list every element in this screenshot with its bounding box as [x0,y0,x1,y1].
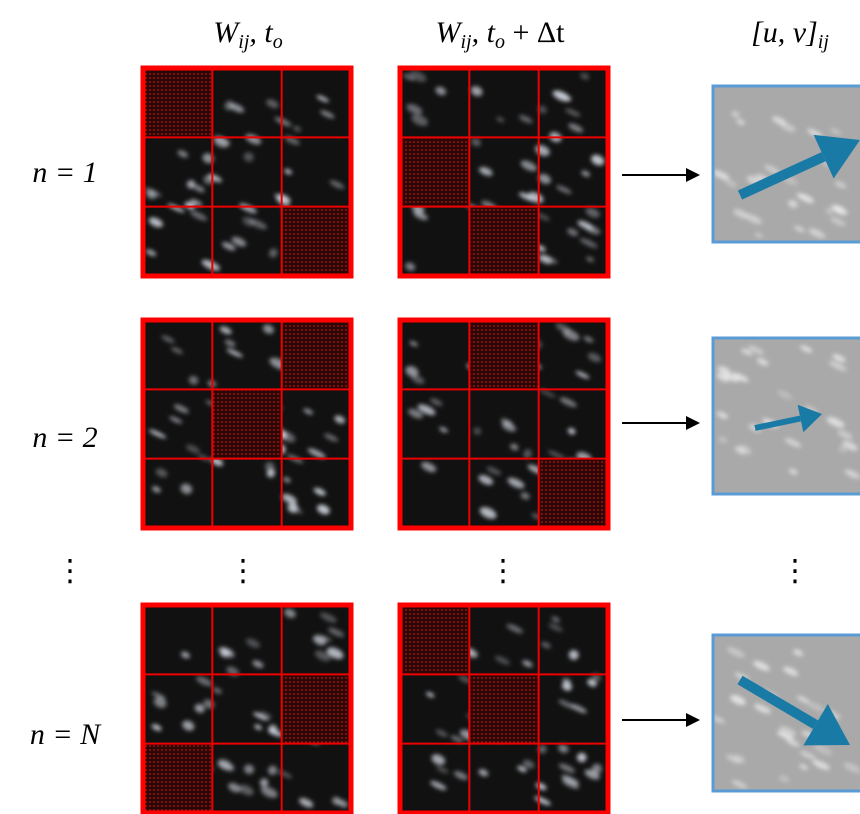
subscript: o [495,31,505,53]
highlight-cell [143,744,212,813]
flow-arrowhead [686,168,700,182]
row-label: n = 2 [32,421,97,454]
column-header: Wij, to + Δt [435,16,565,53]
window-grid [400,320,608,528]
highlight-cell [212,389,281,458]
highlight-cell [469,207,538,276]
diagram: Wij, toWij, to + Δt[u, v]ijn = 1n = 2n =… [0,0,860,814]
panel-image [713,338,860,494]
window-grid [142,605,351,813]
highlight-cell [282,207,351,276]
highlight-cell [143,68,212,137]
header-part: [u, v] [751,16,818,49]
header-part: , t [472,16,496,49]
window-grid [143,68,351,276]
ellipsis: ⋮ [55,554,85,589]
ellipsis: ⋮ [228,554,258,589]
subscript: o [273,31,283,53]
highlight-cell [469,674,538,743]
ellipsis: ⋮ [780,554,810,589]
header-part: + Δt [505,16,565,49]
vector-panel [711,635,860,791]
highlight-cell [539,459,608,528]
highlight-cell [282,320,351,389]
page: Wij, toWij, to + Δt[u, v]ijn = 1n = 2n =… [0,0,860,814]
ellipsis: ⋮ [488,554,518,589]
row-label: n = N [30,718,102,751]
vector-panel [713,338,860,494]
window-grid [143,320,351,528]
highlight-cell [400,137,469,206]
column-header: [u, v]ij [751,16,829,53]
window-grid [400,68,608,276]
header-part: W [435,16,463,49]
subscript: ij [238,31,250,53]
flow-arrowhead [686,713,700,727]
window-grid [400,605,608,813]
highlight-cell [282,674,351,743]
highlight-cell [469,320,538,389]
subscript: ij [460,31,472,53]
vector-panel [712,86,860,242]
header-part: , t [249,16,273,49]
column-header: Wij, to [213,16,282,53]
subscript: ij [818,31,830,53]
header-part: W [213,16,241,49]
highlight-cell [400,605,469,674]
flow-arrowhead [686,416,700,430]
row-label: n = 1 [32,156,97,189]
